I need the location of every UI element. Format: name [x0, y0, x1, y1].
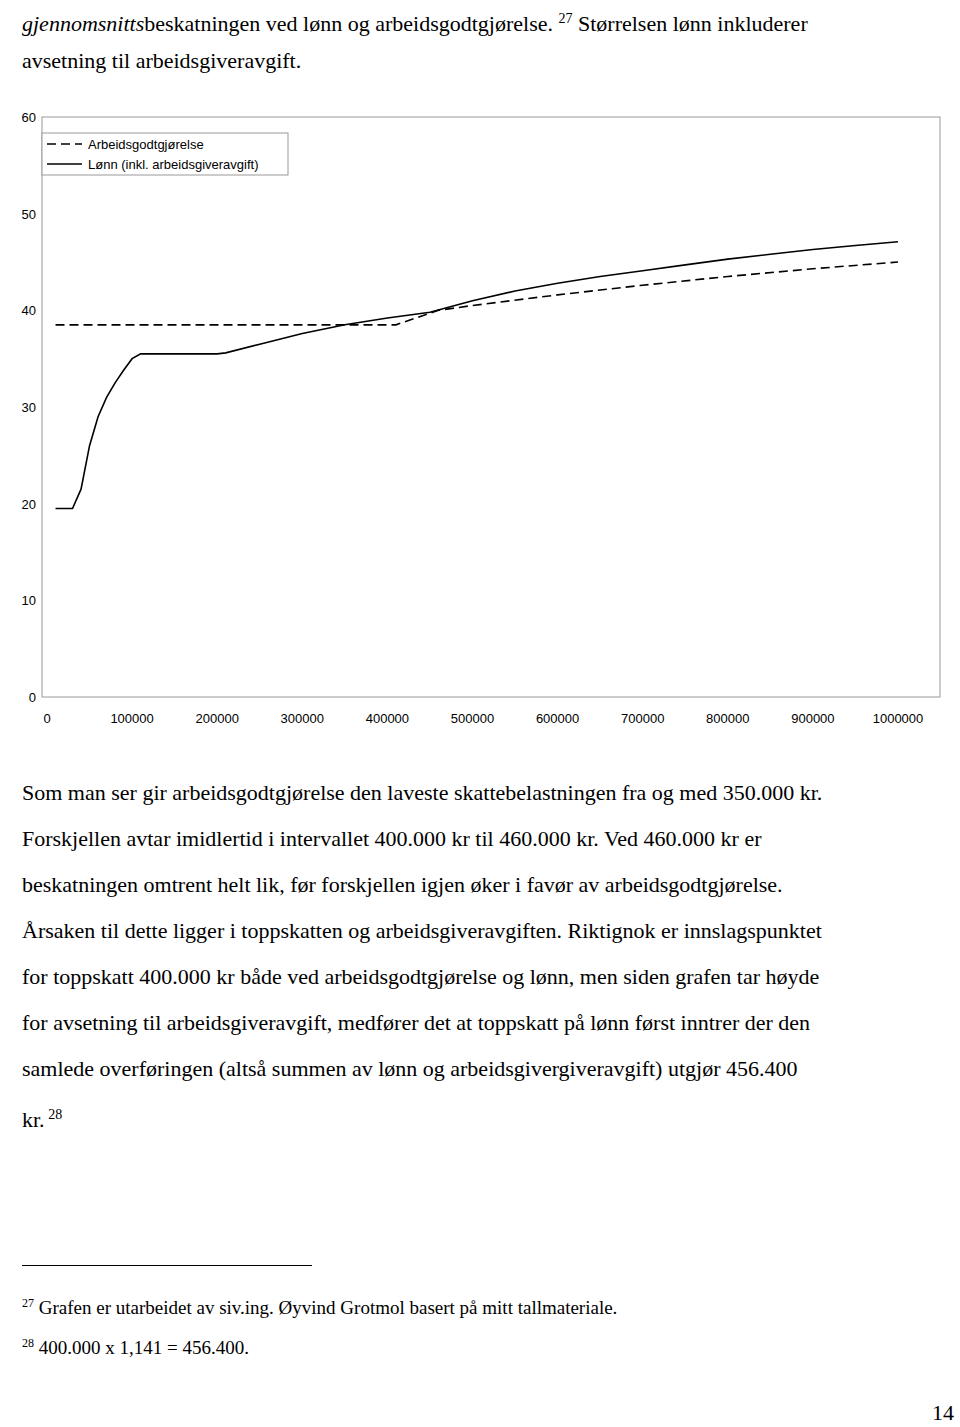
legend-swatch [47, 163, 82, 165]
page-number: 14 [932, 1400, 954, 1426]
y-tick-label: 30 [22, 400, 36, 415]
y-tick-label: 20 [22, 497, 36, 512]
text-run: Som man ser gir arbeidsgodtgjørelse den … [22, 780, 822, 805]
x-tick-label: 100000 [110, 711, 153, 726]
text-run: for toppskatt 400.000 kr både ved arbeid… [22, 964, 819, 989]
footnote-separator [22, 1265, 312, 1266]
plot-lines [56, 242, 898, 509]
text-run: samlede overføringen (altså summen av lø… [22, 1056, 798, 1081]
intro-line: gjennomsnittsbeskatningen ved lønn og ar… [22, 6, 808, 37]
body-line: Som man ser gir arbeidsgodtgjørelse den … [22, 780, 822, 806]
series-line [56, 262, 898, 325]
intro-line: avsetning til arbeidsgiveravgift. [22, 48, 301, 74]
body-line: beskatningen omtrent helt lik, før forsk… [22, 872, 783, 898]
y-tick-label: 40 [22, 303, 36, 318]
body-line: for avsetning til arbeidsgiveravgift, me… [22, 1010, 810, 1036]
y-tick-label: 0 [29, 690, 36, 705]
text-run: Forskjellen avtar imidlertid i intervall… [22, 826, 762, 851]
y-tick-label: 10 [22, 593, 36, 608]
footnote: 27 Grafen er utarbeidet av siv.ing. Øyvi… [22, 1292, 617, 1319]
text-run: gjennomsnitts [22, 11, 144, 36]
text-run: avsetning til arbeidsgiveravgift. [22, 48, 301, 73]
legend-label: Arbeidsgodtgjørelse [88, 137, 204, 152]
plot-frame [42, 117, 940, 697]
text-run: for avsetning til arbeidsgiveravgift, me… [22, 1010, 810, 1035]
x-tick-label: 1000000 [873, 711, 924, 726]
x-tick-label: 800000 [706, 711, 749, 726]
x-tick-label: 400000 [366, 711, 409, 726]
text-run: Årsaken til dette ligger i toppskatten o… [22, 918, 822, 943]
x-tick-label: 900000 [791, 711, 834, 726]
text-run: kr. [22, 1107, 45, 1132]
x-tick-label: 200000 [196, 711, 239, 726]
body-line: Forskjellen avtar imidlertid i intervall… [22, 826, 762, 852]
x-tick-label: 700000 [621, 711, 664, 726]
footnote-ref: 28 [22, 1336, 34, 1350]
y-tick-label: 60 [22, 110, 36, 125]
x-tick-label: 500000 [451, 711, 494, 726]
footnote-ref: 27 [22, 1296, 34, 1310]
legend-label: Lønn (inkl. arbeidsgiveravgift) [88, 157, 259, 172]
legend-box [42, 133, 288, 175]
body-line: for toppskatt 400.000 kr både ved arbeid… [22, 964, 819, 990]
footnote: 28 400.000 x 1,141 = 456.400. [22, 1332, 249, 1359]
text-run: beskatningen omtrent helt lik, før forsk… [22, 872, 783, 897]
series-line [56, 242, 898, 509]
body-line: Årsaken til dette ligger i toppskatten o… [22, 918, 822, 944]
chart: 0 10 20 30 40 50 60 0 100000 200000 300000 400000 50… [0, 0, 960, 1427]
footnote-text: Grafen er utarbeidet av siv.ing. Øyvind … [34, 1297, 617, 1318]
text-run: 28 [45, 1107, 63, 1122]
y-tick-label: 50 [22, 207, 36, 222]
legend-swatch [47, 143, 82, 145]
x-tick-label: 300000 [281, 711, 324, 726]
x-tick-label: 0 [43, 711, 50, 726]
x-tick-label: 600000 [536, 711, 579, 726]
text-run: Størrelsen lønn inkluderer [572, 11, 807, 36]
text-run: beskatningen ved lønn og arbeidsgodtgjør… [144, 11, 558, 36]
text-run: 27 [558, 11, 572, 26]
body-line: samlede overføringen (altså summen av lø… [22, 1056, 798, 1082]
legend: Arbeidsgodtgjørelse Lønn (inkl. arbeidsgi… [42, 133, 288, 175]
body-line: kr. 28 [22, 1102, 62, 1133]
footnote-text: 400.000 x 1,141 = 456.400. [34, 1337, 249, 1358]
